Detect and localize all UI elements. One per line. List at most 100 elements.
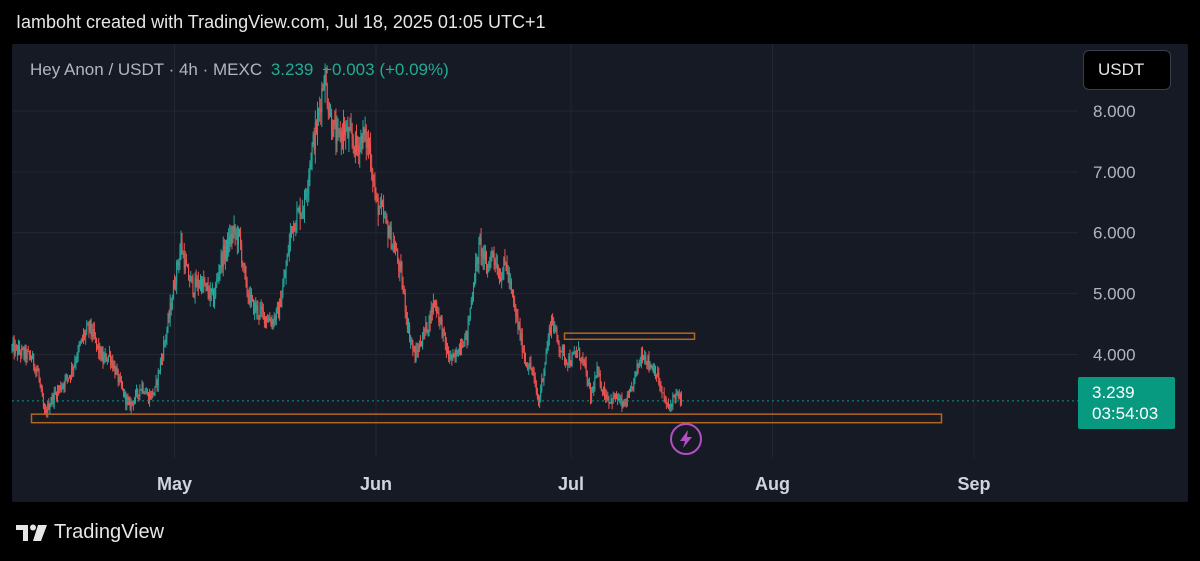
- candle-body: [37, 370, 39, 372]
- candle-body: [515, 307, 517, 316]
- candle-body: [313, 134, 315, 151]
- candle-body: [664, 398, 666, 403]
- chart-credit-header: Iamboht created with TradingView.com, Ju…: [16, 12, 546, 32]
- candle-body: [553, 323, 555, 332]
- candle-body: [38, 371, 40, 380]
- candle-body: [181, 240, 183, 254]
- candle-body: [510, 281, 512, 290]
- candle-body: [462, 345, 464, 347]
- candle-body: [163, 342, 165, 359]
- last-price-value: 3.239: [270, 60, 314, 79]
- candle-body: [123, 388, 125, 397]
- candle-body: [484, 252, 486, 261]
- candle-body: [49, 405, 51, 410]
- candle-body: [412, 342, 414, 349]
- candle-body: [402, 285, 404, 289]
- candle-body: [276, 306, 278, 309]
- candle-body: [83, 333, 84, 340]
- candle-body: [352, 140, 354, 147]
- bar-countdown-text: 03:54:03: [1092, 404, 1159, 423]
- candle-body: [646, 362, 648, 366]
- time-axis: May Jun Jul Aug Sep: [157, 474, 991, 494]
- candle-body: [660, 387, 662, 389]
- candle-body: [489, 264, 491, 268]
- candle-body: [410, 340, 412, 342]
- candle-body: [80, 338, 82, 343]
- candle-body: [118, 376, 120, 383]
- candle-body: [319, 108, 321, 112]
- candle-body: [523, 352, 525, 359]
- candle-body: [606, 394, 608, 400]
- candle-body: [187, 265, 188, 268]
- candle-body: [120, 379, 122, 386]
- candle-body: [527, 365, 529, 369]
- zone-rectangle: [563, 332, 696, 341]
- candle-body: [591, 391, 593, 400]
- candle-body: [274, 316, 276, 321]
- candle-body: [593, 387, 595, 390]
- candle-body: [389, 227, 391, 236]
- x-tick-label: Jun: [360, 474, 392, 494]
- candle-body: [298, 207, 300, 211]
- candle-body: [544, 362, 546, 371]
- symbol-legend[interactable]: Hey Anon / USDT · 4h · MEXC 3.239 +0.003…: [30, 60, 449, 80]
- y-tick-label: 8.000: [1093, 102, 1136, 121]
- candle-body: [195, 278, 197, 287]
- candle-body: [546, 348, 548, 353]
- candle-body: [490, 255, 492, 268]
- candle-body: [312, 134, 314, 145]
- candle-body: [258, 315, 260, 317]
- candle-body: [528, 368, 530, 370]
- footer-brand[interactable]: TradingView: [16, 521, 164, 544]
- candle-body: [333, 120, 335, 137]
- candle-body: [77, 347, 79, 358]
- candle-body: [536, 391, 538, 399]
- candle-body: [53, 391, 55, 403]
- candle-body: [587, 381, 589, 385]
- candle-body: [645, 355, 647, 363]
- candle-body: [36, 368, 38, 371]
- candle-body: [670, 404, 672, 408]
- candle-body: [257, 306, 259, 316]
- candle-body: [382, 204, 383, 206]
- candle-body: [98, 344, 100, 354]
- candle-body: [443, 328, 445, 333]
- candle-body: [205, 283, 207, 286]
- candle-body: [24, 348, 26, 357]
- chart-panel[interactable]: [12, 44, 1188, 502]
- candle-body: [552, 315, 554, 324]
- candle-body: [130, 401, 132, 409]
- candle-body: [474, 281, 476, 287]
- candle-body: [534, 376, 536, 383]
- candle-body: [46, 409, 48, 414]
- candle-body: [642, 354, 643, 358]
- candle-body: [231, 233, 233, 239]
- candle-body: [91, 331, 93, 337]
- candle-body: [84, 333, 86, 337]
- candle-body: [331, 112, 333, 133]
- candle-body: [230, 233, 232, 245]
- candle-body: [409, 325, 411, 341]
- candle-body: [585, 362, 587, 373]
- candle-body: [171, 299, 173, 309]
- candle-body: [72, 367, 74, 371]
- candle-body: [201, 279, 203, 292]
- candle-body: [100, 346, 102, 360]
- candle-body: [605, 394, 607, 398]
- candle-body: [649, 365, 651, 367]
- candle-body: [616, 393, 617, 399]
- candle-body: [633, 378, 635, 390]
- candle-body: [45, 409, 47, 413]
- candle-body: [442, 328, 444, 337]
- candle-body: [150, 393, 152, 399]
- candle-body: [508, 271, 510, 284]
- currency-button[interactable]: USDT: [1083, 50, 1171, 90]
- candle-body: [210, 288, 212, 293]
- candle-body: [434, 300, 435, 303]
- candle-body: [255, 303, 257, 311]
- candle-body: [504, 257, 506, 262]
- candle-body: [458, 344, 460, 355]
- candle-body: [668, 403, 669, 408]
- price-change-value: +0.003 (+0.09%): [322, 60, 449, 79]
